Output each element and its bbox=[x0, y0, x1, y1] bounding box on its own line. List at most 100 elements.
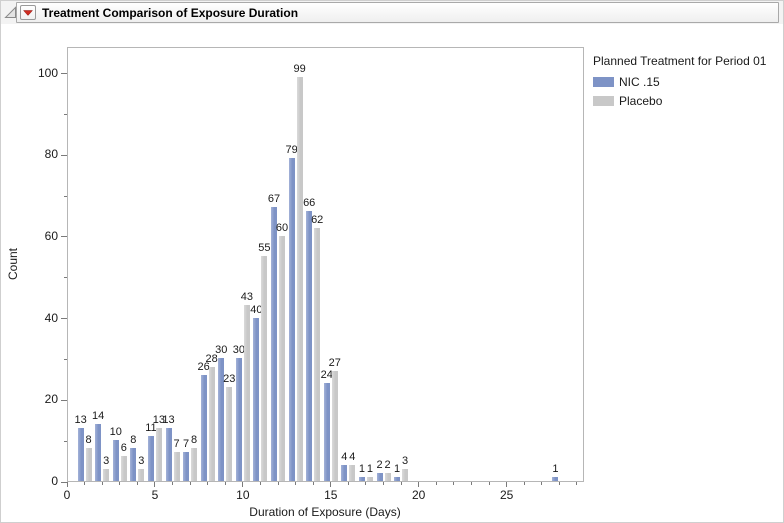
bar-nic-x11[interactable] bbox=[253, 318, 260, 481]
x-axis-minor-tick bbox=[189, 482, 191, 485]
bar-count-label: 99 bbox=[293, 63, 306, 75]
x-axis-major-tick bbox=[506, 482, 508, 487]
bar-nic-x10[interactable] bbox=[235, 358, 242, 481]
bar-nic-x9[interactable] bbox=[218, 358, 225, 481]
bar-count-label: 79 bbox=[285, 144, 298, 156]
bar-placebo-x19[interactable] bbox=[402, 469, 409, 481]
bar-count-label: 13 bbox=[74, 414, 87, 426]
bar-nic-x17[interactable] bbox=[358, 477, 365, 481]
bar-count-label: 28 bbox=[205, 353, 218, 365]
bar-count-label: 3 bbox=[402, 455, 409, 467]
bar-count-label: 60 bbox=[275, 222, 289, 234]
legend-swatch-icon[interactable] bbox=[593, 77, 614, 87]
bar-placebo-x2[interactable] bbox=[103, 469, 110, 481]
legend-swatch-icon[interactable] bbox=[593, 96, 614, 106]
x-axis-minor-tick bbox=[470, 482, 472, 485]
x-axis-minor-tick bbox=[383, 482, 385, 485]
bar-count-label: 4 bbox=[341, 451, 348, 463]
bar-count-label: 6 bbox=[120, 442, 127, 454]
x-axis-minor-tick bbox=[576, 482, 578, 485]
legend-title: Planned Treatment for Period 01 bbox=[593, 54, 767, 68]
legend-row: Placebo bbox=[593, 94, 766, 108]
bar-placebo-x6[interactable] bbox=[173, 452, 180, 481]
bar-count-label: 43 bbox=[240, 291, 253, 303]
bar-placebo-x17[interactable] bbox=[366, 477, 373, 481]
bar-count-label: 11 bbox=[145, 422, 157, 434]
bar-placebo-x16[interactable] bbox=[349, 465, 356, 481]
bar-count-label: 13 bbox=[162, 414, 175, 426]
bar-count-label: 3 bbox=[103, 455, 110, 467]
bar-count-label: 27 bbox=[328, 357, 341, 369]
outline-title-bar: Treatment Comparison of Exposure Duratio… bbox=[16, 2, 779, 23]
bar-nic-x13[interactable] bbox=[288, 158, 295, 481]
bar-placebo-x9[interactable] bbox=[226, 387, 233, 481]
bar-nic-x14[interactable] bbox=[306, 211, 313, 481]
bar-count-label: 23 bbox=[223, 373, 236, 385]
x-axis-minor-tick bbox=[347, 482, 349, 485]
x-axis-tick-label: 15 bbox=[324, 488, 338, 502]
bar-nic-x18[interactable] bbox=[376, 473, 383, 481]
bar-nic-x19[interactable] bbox=[394, 477, 401, 481]
bar-count-label: 1 bbox=[394, 463, 401, 475]
x-axis-minor-tick bbox=[400, 482, 402, 485]
x-axis-minor-tick bbox=[523, 482, 525, 485]
disclosure-triangle-icon[interactable] bbox=[4, 6, 17, 19]
bar-nic-x8[interactable] bbox=[200, 375, 207, 481]
bar-count-label: 8 bbox=[191, 434, 198, 446]
bar-count-label: 67 bbox=[267, 193, 281, 205]
bar-nic-x6[interactable] bbox=[165, 428, 172, 481]
bar-nic-x16[interactable] bbox=[341, 465, 348, 481]
bar-nic-x28[interactable] bbox=[552, 477, 559, 481]
x-axis-major-tick bbox=[330, 482, 332, 487]
bar-placebo-x1[interactable] bbox=[85, 448, 92, 481]
bar-nic-x2[interactable] bbox=[95, 424, 102, 481]
bar-count-label: 1 bbox=[358, 463, 365, 475]
x-axis-minor-tick bbox=[172, 482, 173, 485]
bar-nic-x4[interactable] bbox=[130, 448, 137, 481]
chart-area: 0 5 10 15 20 25 0 20 40 60 80 100 13 8 14 3 10 6 8 3 11 13 13 7… bbox=[1, 24, 783, 522]
y-axis-tick-label: 40 bbox=[44, 310, 58, 325]
bar-nic-x7[interactable] bbox=[183, 452, 190, 481]
red-triangle-menu-button[interactable] bbox=[20, 5, 36, 20]
bar-nic-x15[interactable] bbox=[323, 383, 330, 481]
bar-placebo-x13[interactable] bbox=[296, 77, 303, 481]
bar-placebo-x10[interactable] bbox=[243, 305, 250, 481]
x-axis-minor-tick bbox=[277, 482, 279, 485]
x-axis-minor-tick bbox=[453, 482, 455, 485]
y-axis-major-tick bbox=[61, 154, 67, 156]
y-axis-tick-label: 100 bbox=[37, 65, 58, 80]
bar-placebo-x11[interactable] bbox=[261, 256, 268, 481]
bar-count-label: 8 bbox=[85, 434, 92, 446]
bar-count-label: 24 bbox=[320, 369, 333, 381]
y-axis-minor-tick bbox=[64, 195, 67, 197]
bar-placebo-x3[interactable] bbox=[120, 456, 127, 481]
bar-placebo-x8[interactable] bbox=[208, 367, 215, 481]
bar-placebo-x18[interactable] bbox=[384, 473, 391, 481]
bar-placebo-x7[interactable] bbox=[191, 448, 198, 481]
bar-placebo-x5[interactable] bbox=[155, 428, 162, 481]
legend: Planned Treatment for Period 01 NIC .15 P… bbox=[593, 54, 766, 113]
x-axis-minor-tick bbox=[207, 482, 209, 485]
x-axis-major-tick bbox=[154, 482, 156, 487]
y-axis-minor-tick bbox=[64, 277, 67, 279]
bar-nic-x1[interactable] bbox=[77, 428, 84, 481]
y-axis-major-tick bbox=[61, 481, 67, 483]
x-axis-minor-tick bbox=[435, 482, 437, 485]
x-axis-minor-tick bbox=[365, 482, 367, 485]
bar-count-label: 1 bbox=[366, 463, 373, 475]
bar-count-label: 14 bbox=[92, 410, 105, 422]
outline-title: Treatment Comparison of Exposure Duratio… bbox=[42, 5, 299, 20]
bar-nic-x5[interactable] bbox=[147, 436, 154, 481]
bar-placebo-x4[interactable] bbox=[138, 469, 145, 481]
y-axis-minor-tick bbox=[64, 440, 67, 442]
x-axis-minor-tick bbox=[101, 482, 103, 485]
bar-nic-x12[interactable] bbox=[271, 207, 278, 481]
red-triangle-icon bbox=[23, 9, 33, 16]
bar-nic-x3[interactable] bbox=[112, 440, 119, 481]
bar-placebo-x12[interactable] bbox=[279, 236, 286, 481]
bar-placebo-x14[interactable] bbox=[314, 228, 321, 481]
bar-placebo-x15[interactable] bbox=[331, 371, 338, 481]
y-axis-minor-tick bbox=[64, 113, 67, 115]
y-axis-major-tick bbox=[61, 399, 67, 401]
